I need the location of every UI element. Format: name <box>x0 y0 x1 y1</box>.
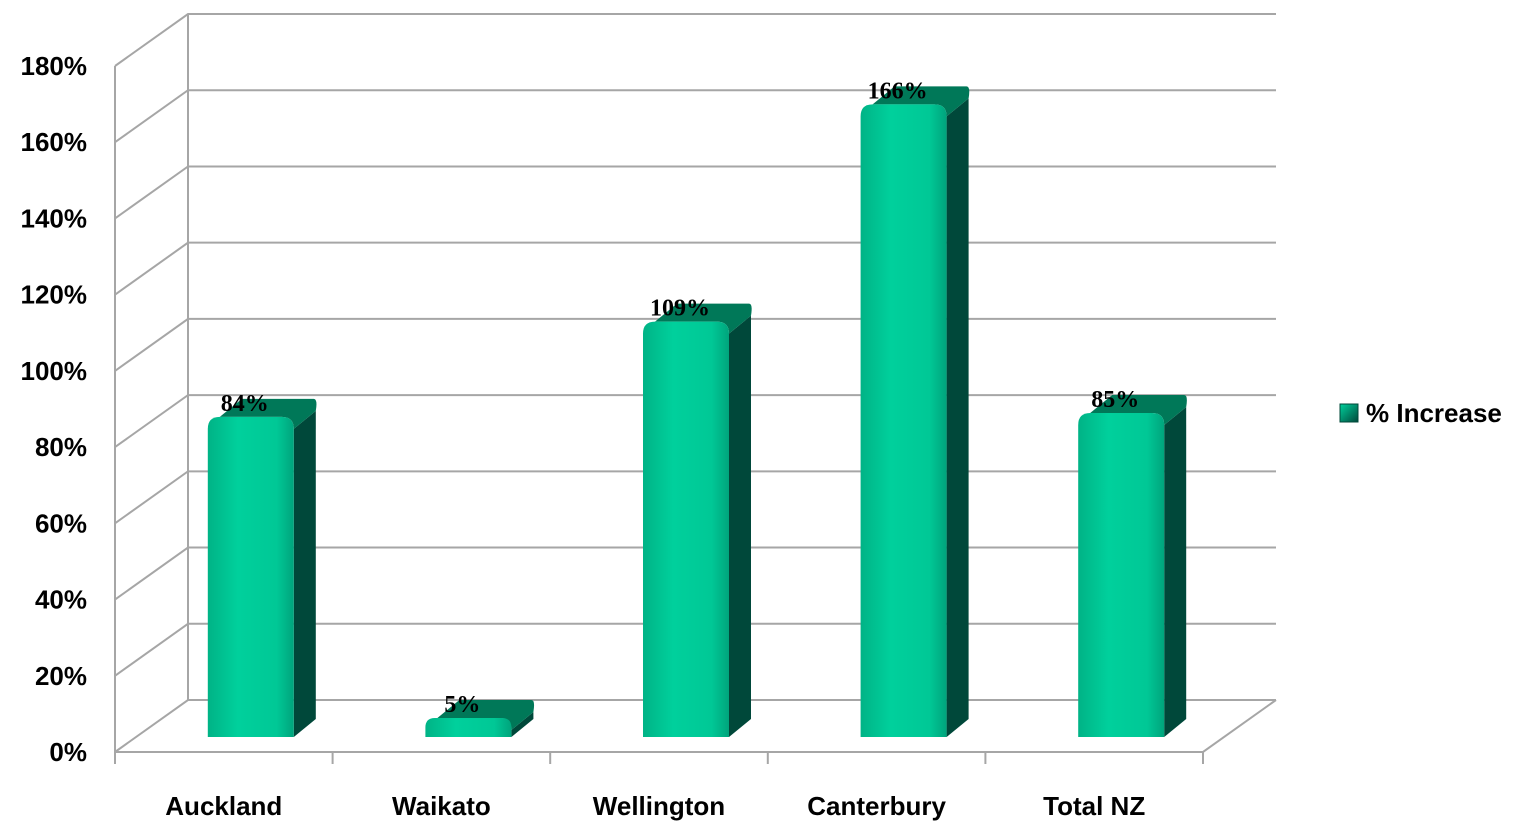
bar-front <box>643 321 729 737</box>
y-tick-label: 20% <box>35 661 87 691</box>
gridline <box>114 241 1276 296</box>
bar-top <box>872 86 970 117</box>
y-tick-label: 80% <box>35 432 87 462</box>
y-tick-label: 140% <box>21 203 88 233</box>
legend-label: % Increase <box>1366 398 1502 428</box>
bar-top <box>1090 395 1187 426</box>
bar <box>643 303 752 737</box>
x-category-label: Auckland <box>165 791 282 821</box>
x-category-label: Total NZ <box>1043 791 1145 821</box>
axes <box>114 14 1277 764</box>
y-tick-label: 120% <box>21 280 88 310</box>
y-tick-label: 0% <box>49 737 87 767</box>
bar-side <box>946 98 969 738</box>
x-category-label: Canterbury <box>807 791 946 821</box>
bar-side <box>293 410 316 737</box>
legend-swatch <box>1339 403 1359 423</box>
y-tick-label: 40% <box>35 585 87 615</box>
gridline <box>114 89 1276 144</box>
data-label: 84% <box>221 391 269 417</box>
legend: % Increase <box>1339 398 1502 428</box>
y-tick-label: 180% <box>21 51 88 81</box>
x-axis-category-labels: Auckland Waikato Wellington Canterbury Total… <box>165 791 1145 821</box>
data-labels: 84% 5% 109% 166% 85% <box>221 78 1139 718</box>
bar <box>860 86 970 738</box>
y-axis-tick-labels: 0% 20% 40% 60% 80% 100% 120% 140% 160% 180% <box>21 51 88 767</box>
bar-side <box>729 315 751 737</box>
bar-front <box>1078 413 1165 737</box>
bars <box>207 86 1187 738</box>
y-tick-label: 100% <box>21 356 88 386</box>
bar-front <box>207 416 294 737</box>
gridline <box>114 13 1276 67</box>
gridline <box>114 165 1276 220</box>
bar <box>425 699 535 737</box>
data-label: 166% <box>868 78 928 104</box>
data-label: 85% <box>1091 387 1139 413</box>
bar-front <box>425 717 512 737</box>
x-category-label: Wellington <box>593 791 725 821</box>
bar <box>207 398 317 737</box>
bar-front <box>860 104 947 738</box>
bar <box>1078 395 1187 737</box>
data-label: 109% <box>650 296 710 322</box>
data-label: 5% <box>444 692 480 718</box>
bar-side <box>511 711 534 737</box>
y-tick-label: 160% <box>21 127 88 157</box>
bar-top <box>655 303 752 334</box>
y-tick-label: 60% <box>35 508 87 538</box>
bar-side <box>1164 407 1187 737</box>
bar-top <box>219 398 317 429</box>
x-category-label: Waikato <box>392 791 491 821</box>
